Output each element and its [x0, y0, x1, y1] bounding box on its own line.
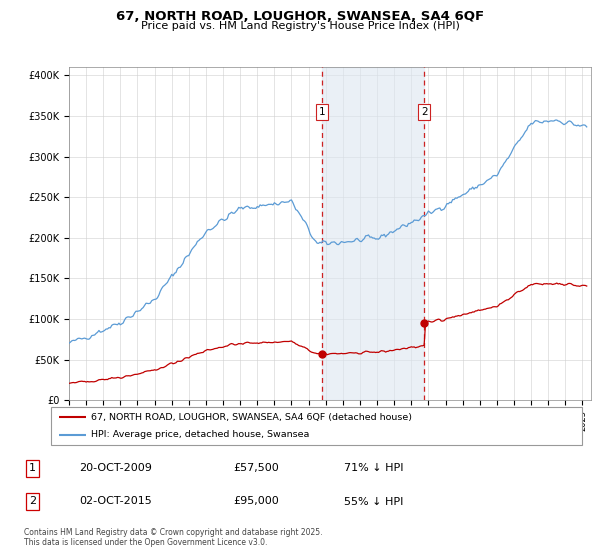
Text: HPI: Average price, detached house, Swansea: HPI: Average price, detached house, Swan… — [91, 431, 309, 440]
Text: 02-OCT-2015: 02-OCT-2015 — [79, 497, 152, 506]
Point — [419, 319, 429, 328]
Text: 71% ↓ HPI: 71% ↓ HPI — [344, 464, 404, 473]
Point — [317, 349, 327, 358]
Text: 1: 1 — [319, 107, 325, 117]
Text: 1: 1 — [29, 464, 36, 473]
FancyBboxPatch shape — [51, 407, 582, 445]
Text: Price paid vs. HM Land Registry's House Price Index (HPI): Price paid vs. HM Land Registry's House … — [140, 21, 460, 31]
Text: £95,000: £95,000 — [234, 497, 280, 506]
Text: £57,500: £57,500 — [234, 464, 280, 473]
Text: 2: 2 — [421, 107, 427, 117]
Bar — [322, 67, 424, 400]
Text: 55% ↓ HPI: 55% ↓ HPI — [344, 497, 404, 506]
Text: 67, NORTH ROAD, LOUGHOR, SWANSEA, SA4 6QF: 67, NORTH ROAD, LOUGHOR, SWANSEA, SA4 6Q… — [116, 10, 484, 23]
Text: Contains HM Land Registry data © Crown copyright and database right 2025.
This d: Contains HM Land Registry data © Crown c… — [24, 528, 323, 547]
Text: 20-OCT-2009: 20-OCT-2009 — [79, 464, 152, 473]
Text: 67, NORTH ROAD, LOUGHOR, SWANSEA, SA4 6QF (detached house): 67, NORTH ROAD, LOUGHOR, SWANSEA, SA4 6Q… — [91, 413, 412, 422]
Text: 2: 2 — [29, 497, 36, 506]
